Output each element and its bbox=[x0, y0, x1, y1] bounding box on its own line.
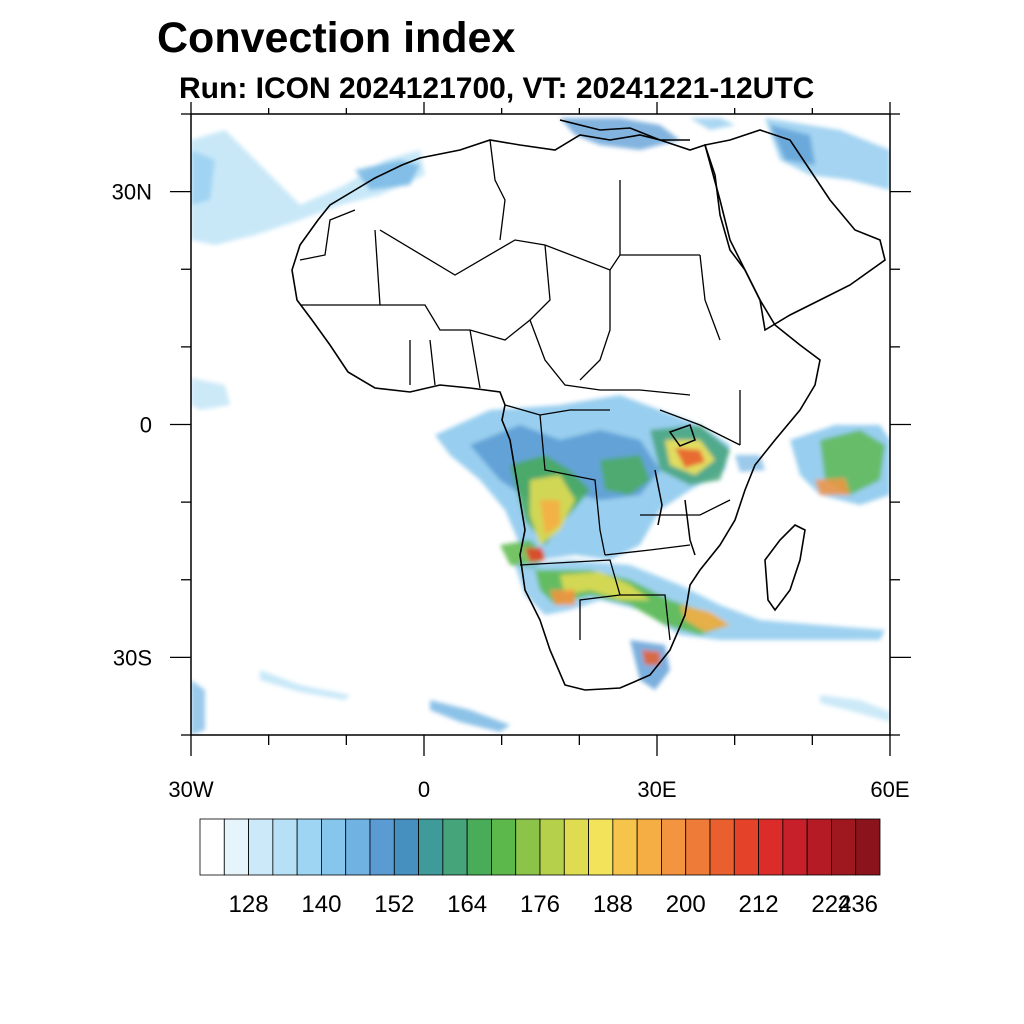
lon-tick-label: 30E bbox=[637, 777, 676, 802]
lat-tick-label: 0 bbox=[140, 413, 152, 438]
chart-title: Convection index bbox=[157, 14, 516, 62]
lakes bbox=[654, 424, 696, 556]
lat-tick-label: 30S bbox=[113, 645, 152, 670]
lon-tick-label: 0 bbox=[418, 777, 430, 802]
lon-tick-label: 30W bbox=[168, 777, 213, 802]
lat-tick-label: 30N bbox=[112, 180, 152, 205]
lon-tick-label: 60E bbox=[870, 777, 909, 802]
country-borders bbox=[299, 139, 741, 641]
chart-subtitle: Run: ICON 2024121700, VT: 20241221-12UTC bbox=[179, 72, 815, 105]
axis-tick-labels: 30W 0 30E 60E 30N 0 30S bbox=[112, 180, 910, 802]
axis-ticks bbox=[170, 102, 911, 756]
coastlines bbox=[291, 119, 886, 691]
